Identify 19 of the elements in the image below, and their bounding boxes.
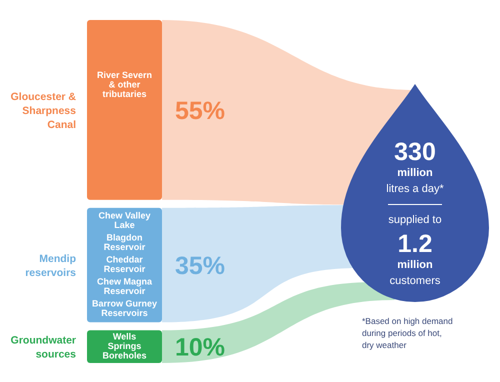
text: customers: [390, 275, 441, 287]
text: 1.2 million: [397, 230, 433, 271]
text: litres a day*: [386, 183, 444, 195]
text: Chew Valley Lake: [98, 210, 151, 230]
text: Cheddar Reservoir: [104, 254, 146, 274]
text: 330 million: [394, 138, 436, 179]
text: Blagdon Reservoir: [104, 232, 146, 252]
category-label: Groundwater sources: [10, 334, 76, 361]
text: River Severn & other tributaries: [96, 70, 152, 99]
text: Wells Springs Boreholes: [102, 331, 147, 360]
text: supplied to: [388, 214, 442, 226]
data-label: 35%: [175, 252, 226, 280]
category-label: Mendip reservoirs: [25, 253, 76, 280]
data-label: 10%: [175, 334, 226, 362]
text: Chew Magna Reservoir: [96, 276, 153, 296]
text: *Based on high demand during periods of hot, dry weather: [362, 316, 454, 350]
data-label: 55%: [175, 96, 226, 125]
text: Barrow Gurney Reservoirs: [92, 298, 158, 318]
category-label: Gloucester & Sharpness Canal: [10, 90, 76, 131]
